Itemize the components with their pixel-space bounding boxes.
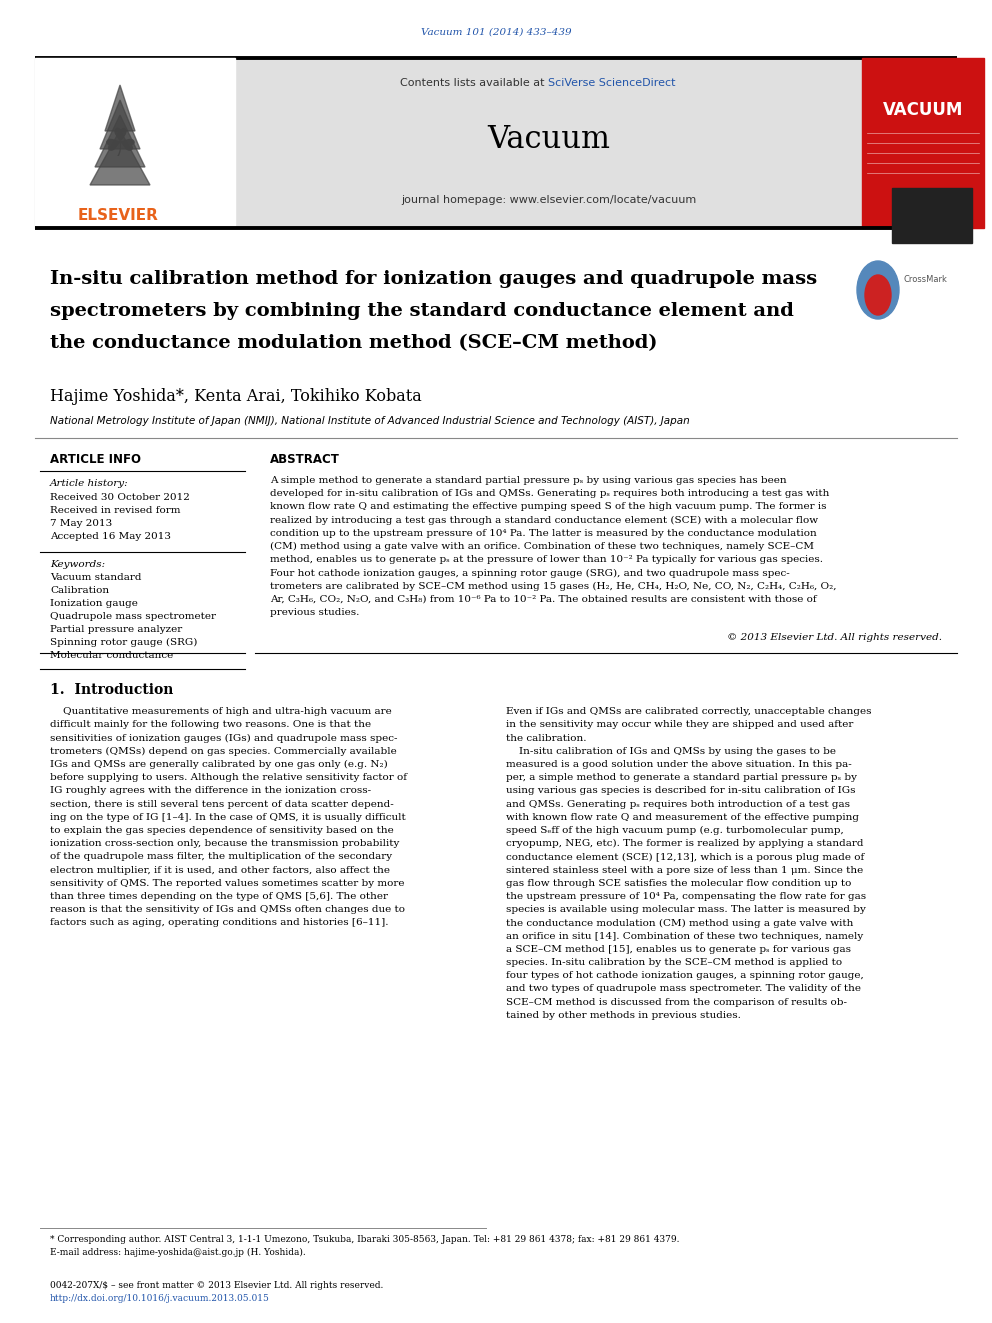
Text: ABSTRACT: ABSTRACT xyxy=(270,452,340,466)
Text: using various gas species is described for in-situ calibration of IGs: using various gas species is described f… xyxy=(506,786,855,795)
Polygon shape xyxy=(100,101,140,149)
Text: than three times depending on the type of QMS [5,6]. The other: than three times depending on the type o… xyxy=(50,892,388,901)
Polygon shape xyxy=(105,85,135,131)
Text: difficult mainly for the following two reasons. One is that the: difficult mainly for the following two r… xyxy=(50,721,371,729)
Text: SCE–CM method is discussed from the comparison of results ob-: SCE–CM method is discussed from the comp… xyxy=(506,998,847,1007)
Bar xyxy=(35,58,235,228)
Text: Received in revised form: Received in revised form xyxy=(50,505,181,515)
Text: reason is that the sensitivity of IGs and QMSs often changes due to: reason is that the sensitivity of IGs an… xyxy=(50,905,405,914)
Text: the upstream pressure of 10⁴ Pa, compensating the flow rate for gas: the upstream pressure of 10⁴ Pa, compens… xyxy=(506,892,866,901)
Text: (CM) method using a gate valve with an orifice. Combination of these two techniq: (CM) method using a gate valve with an o… xyxy=(270,542,814,552)
Text: © 2013 Elsevier Ltd. All rights reserved.: © 2013 Elsevier Ltd. All rights reserved… xyxy=(727,634,942,642)
Text: Received 30 October 2012: Received 30 October 2012 xyxy=(50,493,189,501)
Text: Article history:: Article history: xyxy=(50,479,129,488)
Text: Quantitative measurements of high and ultra-high vacuum are: Quantitative measurements of high and ul… xyxy=(50,708,392,716)
Text: Partial pressure analyzer: Partial pressure analyzer xyxy=(50,624,183,634)
Text: the calibration.: the calibration. xyxy=(506,733,586,742)
Text: species is available using molecular mass. The latter is measured by: species is available using molecular mas… xyxy=(506,905,866,914)
Text: developed for in-situ calibration of IGs and QMSs. Generating pₛ requires both i: developed for in-situ calibration of IGs… xyxy=(270,490,829,499)
Text: VACUUM: VACUUM xyxy=(883,101,963,119)
Text: IG roughly agrees with the difference in the ionization cross-: IG roughly agrees with the difference in… xyxy=(50,786,371,795)
Text: 0042-207X/$ – see front matter © 2013 Elsevier Ltd. All rights reserved.: 0042-207X/$ – see front matter © 2013 El… xyxy=(50,1281,383,1290)
Text: and two types of quadrupole mass spectrometer. The validity of the: and two types of quadrupole mass spectro… xyxy=(506,984,861,994)
Text: Spinning rotor gauge (SRG): Spinning rotor gauge (SRG) xyxy=(50,638,197,647)
Text: Quadrupole mass spectrometer: Quadrupole mass spectrometer xyxy=(50,613,216,620)
Text: spectrometers by combining the standard conductance element and: spectrometers by combining the standard … xyxy=(50,302,794,320)
Bar xyxy=(35,58,957,228)
Text: SciVerse ScienceDirect: SciVerse ScienceDirect xyxy=(549,78,676,89)
Text: trometers are calibrated by SCE–CM method using 15 gases (H₂, He, CH₄, H₂O, Ne, : trometers are calibrated by SCE–CM metho… xyxy=(270,582,836,591)
Text: Vacuum: Vacuum xyxy=(487,124,610,156)
Text: species. In-situ calibration by the SCE–CM method is applied to: species. In-situ calibration by the SCE–… xyxy=(506,958,842,967)
Text: a SCE–CM method [15], enables us to generate pₛ for various gas: a SCE–CM method [15], enables us to gene… xyxy=(506,945,851,954)
Text: cryopump, NEG, etc). The former is realized by applying a standard: cryopump, NEG, etc). The former is reali… xyxy=(506,839,863,848)
Text: Calibration: Calibration xyxy=(50,586,109,595)
Text: In-situ calibration method for ionization gauges and quadrupole mass: In-situ calibration method for ionizatio… xyxy=(50,270,817,288)
Text: and QMSs. Generating pₛ requires both introduction of a test gas: and QMSs. Generating pₛ requires both in… xyxy=(506,799,850,808)
Text: sensitivities of ionization gauges (IGs) and quadrupole mass spec-: sensitivities of ionization gauges (IGs)… xyxy=(50,733,398,742)
Text: Even if IGs and QMSs are calibrated correctly, unacceptable changes: Even if IGs and QMSs are calibrated corr… xyxy=(506,708,872,716)
Text: * Corresponding author. AIST Central 3, 1-1-1 Umezono, Tsukuba, Ibaraki 305-8563: * Corresponding author. AIST Central 3, … xyxy=(50,1234,680,1244)
Text: the conductance modulation method (SCE–CM method): the conductance modulation method (SCE–C… xyxy=(50,333,658,352)
Ellipse shape xyxy=(865,275,891,315)
Text: Vacuum 101 (2014) 433–439: Vacuum 101 (2014) 433–439 xyxy=(421,28,571,37)
Text: http://dx.doi.org/10.1016/j.vacuum.2013.05.015: http://dx.doi.org/10.1016/j.vacuum.2013.… xyxy=(50,1294,270,1303)
Text: journal homepage: www.elsevier.com/locate/vacuum: journal homepage: www.elsevier.com/locat… xyxy=(401,194,696,205)
Text: sensitivity of QMS. The reported values sometimes scatter by more: sensitivity of QMS. The reported values … xyxy=(50,878,405,888)
Bar xyxy=(892,188,972,243)
Text: of the quadrupole mass filter, the multiplication of the secondary: of the quadrupole mass filter, the multi… xyxy=(50,852,392,861)
Text: method, enables us to generate pₛ at the pressure of lower than 10⁻² Pa typicall: method, enables us to generate pₛ at the… xyxy=(270,556,823,564)
Text: ☘: ☘ xyxy=(102,126,138,164)
Text: In-situ calibration of IGs and QMSs by using the gases to be: In-situ calibration of IGs and QMSs by u… xyxy=(506,746,836,755)
Ellipse shape xyxy=(857,261,899,319)
Polygon shape xyxy=(90,130,150,185)
Text: section, there is still several tens percent of data scatter depend-: section, there is still several tens per… xyxy=(50,799,394,808)
Text: 7 May 2013: 7 May 2013 xyxy=(50,519,112,528)
Text: sintered stainless steel with a pore size of less than 1 μm. Since the: sintered stainless steel with a pore siz… xyxy=(506,865,863,875)
Text: CrossMark: CrossMark xyxy=(903,275,947,284)
Text: Ionization gauge: Ionization gauge xyxy=(50,599,138,609)
Text: condition up to the upstream pressure of 10⁴ Pa. The latter is measured by the c: condition up to the upstream pressure of… xyxy=(270,529,816,538)
Text: Ar, C₃H₆, CO₂, N₂O, and C₃H₈) from 10⁻⁶ Pa to 10⁻² Pa. The obtained results are : Ar, C₃H₆, CO₂, N₂O, and C₃H₈) from 10⁻⁶ … xyxy=(270,595,816,603)
Text: the conductance modulation (CM) method using a gate valve with: the conductance modulation (CM) method u… xyxy=(506,918,853,927)
Text: ing on the type of IG [1–4]. In the case of QMS, it is usually difficult: ing on the type of IG [1–4]. In the case… xyxy=(50,812,406,822)
Text: with known flow rate Q and measurement of the effective pumping: with known flow rate Q and measurement o… xyxy=(506,812,859,822)
Text: conductance element (SCE) [12,13], which is a porous plug made of: conductance element (SCE) [12,13], which… xyxy=(506,852,864,861)
Text: Vacuum standard: Vacuum standard xyxy=(50,573,142,582)
Text: Contents lists available at: Contents lists available at xyxy=(401,78,549,89)
Bar xyxy=(862,58,984,228)
Text: realized by introducing a test gas through a standard conductance element (SCE) : realized by introducing a test gas throu… xyxy=(270,516,818,525)
Text: Hajime Yoshida*, Kenta Arai, Tokihiko Kobata: Hajime Yoshida*, Kenta Arai, Tokihiko Ko… xyxy=(50,388,422,405)
Text: National Metrology Institute of Japan (NMIJ), National Institute of Advanced Ind: National Metrology Institute of Japan (N… xyxy=(50,415,689,426)
Text: to explain the gas species dependence of sensitivity based on the: to explain the gas species dependence of… xyxy=(50,826,394,835)
Text: known flow rate Q and estimating the effective pumping speed S of the high vacuu: known flow rate Q and estimating the eff… xyxy=(270,503,826,512)
Text: ionization cross-section only, because the transmission probability: ionization cross-section only, because t… xyxy=(50,839,400,848)
Polygon shape xyxy=(95,115,145,167)
Text: electron multiplier, if it is used, and other factors, also affect the: electron multiplier, if it is used, and … xyxy=(50,865,390,875)
Text: measured is a good solution under the above situation. In this pa-: measured is a good solution under the ab… xyxy=(506,759,852,769)
Text: speed Sₑff of the high vacuum pump (e.g. turbomolecular pump,: speed Sₑff of the high vacuum pump (e.g.… xyxy=(506,826,844,835)
Text: Accepted 16 May 2013: Accepted 16 May 2013 xyxy=(50,532,171,541)
Text: Keywords:: Keywords: xyxy=(50,560,105,569)
Text: an orifice in situ [14]. Combination of these two techniques, namely: an orifice in situ [14]. Combination of … xyxy=(506,931,863,941)
Text: Molecular conductance: Molecular conductance xyxy=(50,651,174,660)
Text: E-mail address: hajime-yoshida@aist.go.jp (H. Yoshida).: E-mail address: hajime-yoshida@aist.go.j… xyxy=(50,1248,306,1257)
Text: previous studies.: previous studies. xyxy=(270,609,359,617)
Text: in the sensitivity may occur while they are shipped and used after: in the sensitivity may occur while they … xyxy=(506,721,853,729)
Text: four types of hot cathode ionization gauges, a spinning rotor gauge,: four types of hot cathode ionization gau… xyxy=(506,971,864,980)
Text: ARTICLE INFO: ARTICLE INFO xyxy=(50,452,141,466)
Text: trometers (QMSs) depend on gas species. Commercially available: trometers (QMSs) depend on gas species. … xyxy=(50,746,397,755)
Text: 1.  Introduction: 1. Introduction xyxy=(50,683,174,697)
Text: ELSEVIER: ELSEVIER xyxy=(77,208,159,222)
Text: per, a simple method to generate a standard partial pressure pₛ by: per, a simple method to generate a stand… xyxy=(506,773,857,782)
Text: A simple method to generate a standard partial pressure pₛ by using various gas : A simple method to generate a standard p… xyxy=(270,476,787,486)
Text: Four hot cathode ionization gauges, a spinning rotor gauge (SRG), and two quadru: Four hot cathode ionization gauges, a sp… xyxy=(270,569,790,578)
Text: tained by other methods in previous studies.: tained by other methods in previous stud… xyxy=(506,1011,741,1020)
Text: gas flow through SCE satisfies the molecular flow condition up to: gas flow through SCE satisfies the molec… xyxy=(506,878,851,888)
Text: factors such as aging, operating conditions and histories [6–11].: factors such as aging, operating conditi… xyxy=(50,918,389,927)
Text: before supplying to users. Although the relative sensitivity factor of: before supplying to users. Although the … xyxy=(50,773,407,782)
Text: IGs and QMSs are generally calibrated by one gas only (e.g. N₂): IGs and QMSs are generally calibrated by… xyxy=(50,759,388,769)
